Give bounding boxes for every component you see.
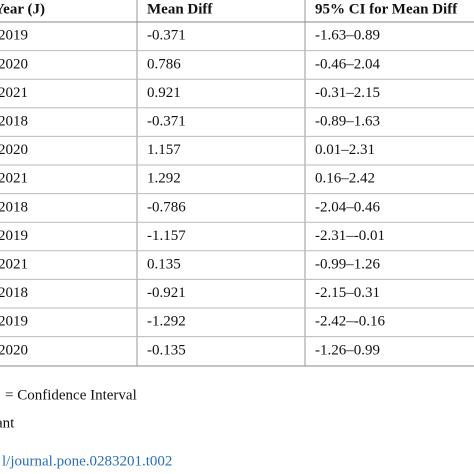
table-cell: 2021 bbox=[0, 171, 28, 187]
table-cell: -0.46–2.04 bbox=[315, 56, 380, 72]
table-cell: -1.157 bbox=[147, 228, 186, 244]
table-cell: -1.63–0.89 bbox=[315, 28, 380, 44]
table-cell: 2019 bbox=[0, 28, 28, 44]
table-cell: 1.157 bbox=[147, 142, 181, 158]
table-cell: 0.786 bbox=[147, 56, 181, 72]
table-cell: 2019 bbox=[0, 228, 28, 244]
table-cell: 0.01–2.31 bbox=[315, 142, 375, 158]
table-cell: -0.135 bbox=[147, 342, 186, 358]
table-cell: 0.921 bbox=[147, 85, 181, 101]
table-cell: -1.26–0.99 bbox=[315, 342, 380, 358]
table-cell: -0.786 bbox=[147, 199, 186, 215]
table-cell: -0.99–1.26 bbox=[315, 257, 380, 273]
table-cell: 0.16–2.42 bbox=[315, 171, 375, 187]
header-cell: Year (J) bbox=[0, 1, 45, 17]
table-cell: 2018 bbox=[0, 285, 28, 301]
table-cell: 2020 bbox=[0, 142, 28, 158]
table-cell: -0.371 bbox=[147, 28, 186, 44]
table-cell: 2021 bbox=[0, 257, 28, 273]
table-cell: -2.04–0.46 bbox=[315, 199, 380, 215]
table-cell: 0.135 bbox=[147, 257, 181, 273]
table-cell: 2021 bbox=[0, 85, 28, 101]
table-cell: 2019 bbox=[0, 314, 28, 330]
table-cell: -2.31–-0.01 bbox=[315, 228, 385, 244]
table-cell: -2.15–0.31 bbox=[315, 285, 380, 301]
doi-link[interactable]: l/journal.pone.0283201.t002 bbox=[2, 453, 172, 469]
table-cell: -0.89–1.63 bbox=[315, 114, 380, 130]
footnote: ant bbox=[0, 415, 15, 431]
table-cell: -0.921 bbox=[147, 285, 186, 301]
table-cell: -0.371 bbox=[147, 114, 186, 130]
table-cell: 2018 bbox=[0, 114, 28, 130]
footnote: = Confidence Interval bbox=[5, 387, 137, 403]
header-cell: Mean Diff bbox=[147, 1, 213, 17]
table-cell: 2020 bbox=[0, 342, 28, 358]
table-cell: 2020 bbox=[0, 56, 28, 72]
table-cell: 2018 bbox=[0, 199, 28, 215]
table-cell: -2.42–-0.16 bbox=[315, 314, 385, 330]
header-cell: 95% CI for Mean Diff bbox=[315, 1, 458, 17]
table-cell: 1.292 bbox=[147, 171, 181, 187]
table-cell: -0.31–2.15 bbox=[315, 85, 380, 101]
table-cell: -1.292 bbox=[147, 314, 186, 330]
